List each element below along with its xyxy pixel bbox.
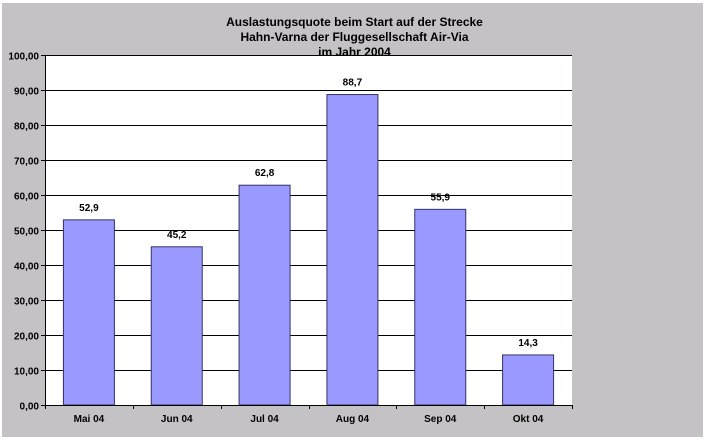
- chart-title: Auslastungsquote beim Start auf der Stre…: [0, 15, 709, 60]
- x-tick-label: Aug 04: [336, 414, 370, 425]
- bar: [326, 94, 379, 406]
- bar: [414, 208, 467, 406]
- x-tick-label: Okt 04: [513, 414, 544, 425]
- y-tick-label: 30,00: [14, 297, 39, 308]
- y-tick-label: 100,00: [8, 52, 39, 63]
- bar: [62, 219, 115, 406]
- title-line-2: Hahn-Varna der Fluggesellschaft Air-Via: [240, 30, 469, 44]
- bar: [238, 184, 291, 406]
- bar: [150, 246, 203, 406]
- bar: [502, 354, 555, 406]
- y-tick-label: 70,00: [14, 157, 39, 168]
- y-tick-label: 50,00: [14, 227, 39, 238]
- title-line-1: Auslastungsquote beim Start auf der Stre…: [226, 15, 483, 29]
- x-tick-label: Jun 04: [161, 414, 193, 425]
- x-tick-label: Jul 04: [250, 414, 279, 425]
- x-tick-label: Sep 04: [424, 414, 457, 425]
- y-tick-label: 10,00: [14, 367, 39, 378]
- y-tick-label: 20,00: [14, 332, 39, 343]
- x-tick-label: Mai 04: [74, 414, 105, 425]
- data-label: 62,8: [255, 168, 275, 179]
- y-tick-label: 90,00: [14, 87, 39, 98]
- y-tick-label: 40,00: [14, 262, 39, 273]
- data-label: 52,9: [79, 203, 99, 214]
- y-tick-label: 0,00: [20, 402, 40, 413]
- y-tick-label: 80,00: [14, 122, 39, 133]
- y-tick-label: 60,00: [14, 192, 39, 203]
- data-label: 88,7: [343, 78, 363, 89]
- data-label: 55,9: [431, 192, 451, 203]
- data-label: 14,3: [518, 338, 538, 349]
- data-label: 45,2: [167, 230, 187, 241]
